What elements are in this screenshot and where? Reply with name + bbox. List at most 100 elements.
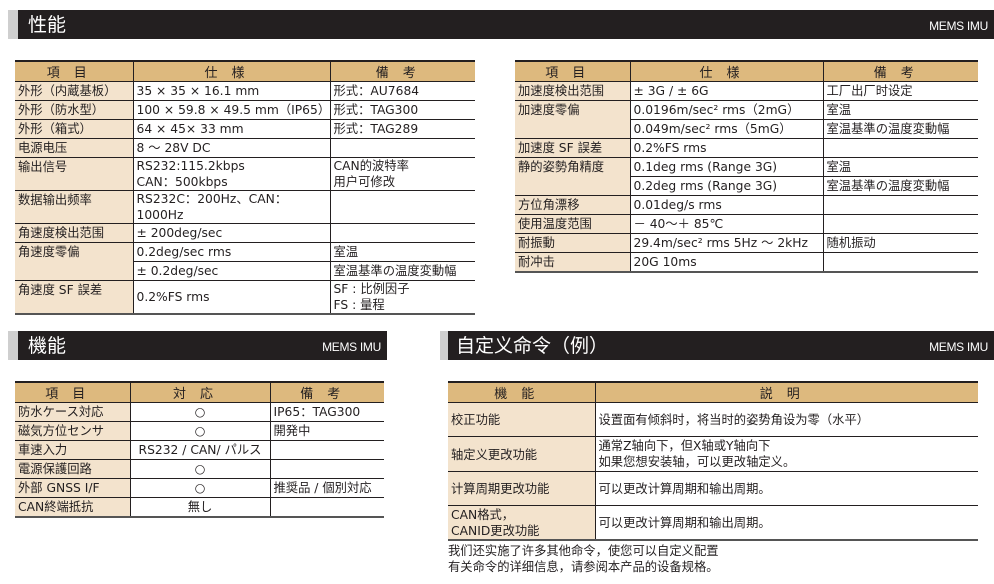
- column-header: 項目: [515, 61, 630, 82]
- functions-section-header: 機能 MEMS IMU: [8, 331, 387, 360]
- table-row: 计算周期更改功能 可以更改计算周期和输出周期。: [448, 471, 978, 506]
- spec-cell: 0.2%FS rms: [629, 138, 823, 158]
- column-header: 説明: [594, 382, 978, 403]
- column-header: 仕様: [629, 61, 823, 82]
- column-header: 項目: [15, 61, 133, 82]
- table-row: ± 0.2deg/sec 室温基準の温度変動幅: [15, 261, 475, 281]
- note-cell: 室温基準の温度変動幅: [822, 119, 978, 139]
- table-row: 耐冲击 20G 10ms: [515, 252, 978, 272]
- note-cell: 室温基準の温度変動幅: [329, 261, 475, 281]
- row-label: 计算周期更改功能: [448, 471, 595, 506]
- row-label: 加速度 SF 誤差: [515, 138, 630, 158]
- table-row: 車速入力 RS232 / CAN/ パルス: [15, 440, 384, 460]
- table-row: CAN終端抵抗 無し: [15, 497, 384, 517]
- table-row: 电源电压 8 ～ 28V DC: [15, 138, 475, 158]
- spec-cell: ○: [129, 421, 270, 441]
- spec-cell: 20G 10ms: [629, 252, 823, 272]
- note-cell: 室温: [822, 157, 978, 177]
- table-row: 角速度零偏 0.2deg/sec rms 室温: [15, 242, 475, 281]
- note-cell: 推奨品 / 個別対応: [269, 478, 384, 498]
- note-cell: 室温: [329, 242, 475, 262]
- note-cell: [329, 138, 475, 158]
- spec-cell: ○: [129, 478, 270, 498]
- table-row: 数据输出频率 RS232C：200Hz、CAN：1000Hz: [15, 190, 475, 224]
- table-row: 0.049m/sec² rms（5mG） 室温基準の温度変動幅: [515, 119, 978, 139]
- table-row: 磁気方位センサ ○ 開発中: [15, 421, 384, 441]
- spec-cell: － 40～＋ 85℃: [629, 214, 823, 234]
- header-accent: [8, 331, 18, 360]
- spec-cell: ± 0.2deg/sec: [132, 261, 330, 281]
- row-label: 加速度検出范围: [515, 81, 630, 101]
- note-cell: [822, 138, 978, 158]
- header-row: 項目 仕様 備考: [15, 61, 475, 82]
- spec-cell: ○: [129, 402, 270, 422]
- note-cell: 形式：TAG289: [329, 119, 475, 139]
- row-label: 电源电压: [15, 138, 133, 158]
- table-row: 電源保護回路 ○: [15, 459, 384, 479]
- row-label: 角速度検出范围: [15, 223, 133, 243]
- note-cell: [822, 252, 978, 272]
- product-tag: MEMS IMU: [929, 19, 988, 33]
- row-label: 外部 GNSS I/F: [15, 478, 130, 498]
- spec-cell: 0.2%FS rms: [132, 280, 330, 315]
- table-row: 耐振動 29.4m/sec² rms 5Hz ～ 2kHz 随机振动: [515, 233, 978, 253]
- header-row: 項目 仕様 備考: [515, 61, 978, 82]
- performance-section-header: 性能 MEMS IMU: [8, 10, 994, 39]
- table-row: 加速度零偏 0.0196m/sec² rms（2mG） 室温: [515, 100, 978, 139]
- row-label: 使用温度范围: [515, 214, 630, 234]
- spec-cell: 通常Z轴向下，但X轴或Y轴向下 如果您想安装轴，可以更改轴定义。: [594, 436, 978, 472]
- table-row: 角速度検出范围 ± 200deg/sec: [15, 223, 475, 243]
- row-label: 角速度 SF 誤差: [15, 280, 133, 315]
- row-label: 車速入力: [15, 440, 130, 460]
- product-tag: MEMS IMU: [322, 340, 381, 354]
- spec-cell: 100 × 59.8 × 49.5 mm（IP65）: [132, 100, 330, 120]
- spec-cell: 可以更改计算周期和输出周期。: [594, 505, 978, 541]
- spec-cell: 無し: [129, 497, 270, 517]
- table-row: 防水ケース対応 ○ IP65：TAG300: [15, 402, 384, 422]
- spec-cell: 0.01deg/s rms: [629, 195, 823, 215]
- table-row: 方位角漂移 0.01deg/s rms: [515, 195, 978, 215]
- row-label: 输出信号: [15, 157, 133, 191]
- column-header: 備考: [269, 382, 384, 403]
- row-label: 轴定义更改功能: [448, 436, 595, 472]
- spec-cell: 29.4m/sec² rms 5Hz ～ 2kHz: [629, 233, 823, 253]
- column-header: 仕様: [132, 61, 330, 82]
- spec-cell: 0.049m/sec² rms（5mG）: [629, 119, 823, 139]
- spec-cell: ± 3G / ± 6G: [629, 81, 823, 101]
- custom-commands-table: 機能 説明 校正功能 设置面有倾斜时，将当时的姿势角设为零（水平） 轴定义更改功能 通常Z…: [448, 381, 978, 541]
- column-header: 機能: [448, 382, 595, 403]
- section-title: 機能: [28, 335, 67, 357]
- row-label: 外形（箱式）: [15, 119, 133, 139]
- note-cell: [329, 190, 475, 224]
- table-row: 角速度 SF 誤差 0.2%FS rms SF : 比例因子 FS : 量程: [15, 280, 475, 315]
- performance-table-accel: 項目 仕様 備考 加速度検出范围 ± 3G / ± 6G 工厂出厂时设定 加速度零偏 0.01…: [515, 60, 978, 273]
- header-row: 項目 対応 備考: [15, 382, 384, 403]
- row-label: 外形（防水型）: [15, 100, 133, 120]
- table-row: 外部 GNSS I/F ○ 推奨品 / 個別対応: [15, 478, 384, 498]
- spec-cell: ○: [129, 459, 270, 479]
- column-header: 対応: [129, 382, 270, 403]
- note-cell: 形式：AU7684: [329, 81, 475, 101]
- spec-cell: 0.2deg/sec rms: [132, 242, 330, 262]
- table-row: 输出信号 RS232:115.2kbps CAN：500kbps CAN的波特率 用…: [15, 157, 475, 191]
- header-accent: [440, 331, 448, 360]
- spec-cell: 35 × 35 × 16.1 mm: [132, 81, 330, 101]
- column-header: 備考: [329, 61, 475, 82]
- row-label: 外形（内蔵基板）: [15, 81, 133, 101]
- note-cell: [269, 497, 384, 517]
- note-cell: [329, 223, 475, 243]
- note-cell: [269, 440, 384, 460]
- row-label: 電源保護回路: [15, 459, 130, 479]
- row-label: 方位角漂移: [515, 195, 630, 215]
- note-cell: 工厂出厂时设定: [822, 81, 978, 101]
- spec-cell: RS232 / CAN/ パルス: [129, 440, 270, 460]
- row-label: 磁気方位センサ: [15, 421, 130, 441]
- column-header: 項目: [15, 382, 130, 403]
- section-title: 性能: [28, 14, 67, 36]
- header-row: 機能 説明: [448, 382, 978, 403]
- spec-cell: 0.2deg rms (Range 3G): [629, 176, 823, 196]
- table-row: CAN格式， CANID更改功能 可以更改计算周期和输出周期。: [448, 505, 978, 541]
- row-label: 耐冲击: [515, 252, 630, 272]
- table-row: 外形（防水型） 100 × 59.8 × 49.5 mm（IP65） 形式：TAG3…: [15, 100, 475, 120]
- spec-cell: 设置面有倾斜时，将当时的姿势角设为零（水平）: [594, 402, 978, 437]
